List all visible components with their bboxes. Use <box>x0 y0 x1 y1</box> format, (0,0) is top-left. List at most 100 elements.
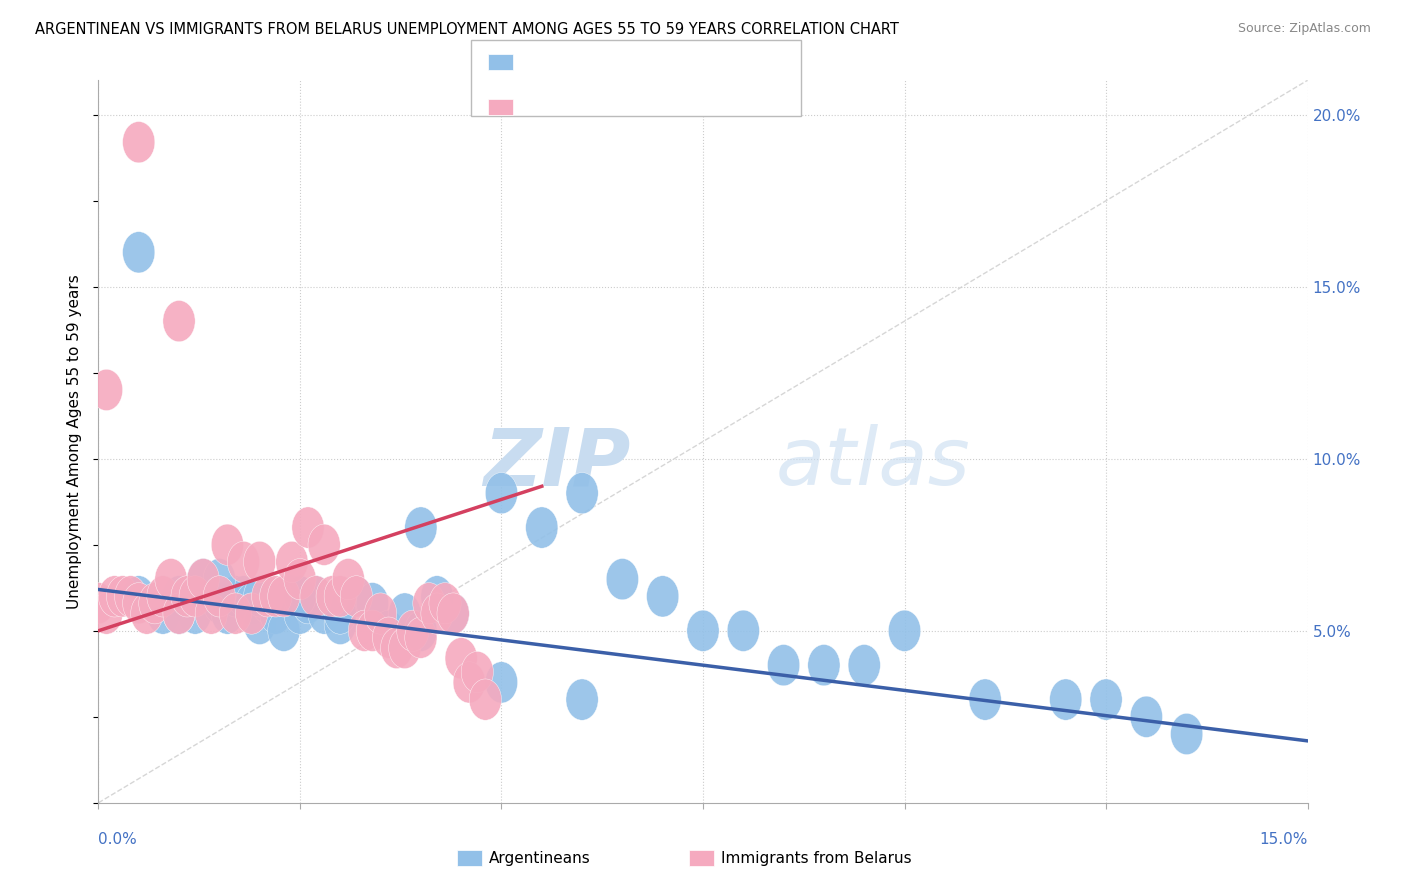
Ellipse shape <box>163 575 195 617</box>
Ellipse shape <box>243 541 276 582</box>
Ellipse shape <box>567 473 598 514</box>
Text: 52: 52 <box>644 100 665 114</box>
Text: Argentineans: Argentineans <box>489 851 591 865</box>
Ellipse shape <box>969 679 1001 720</box>
Ellipse shape <box>179 575 211 617</box>
Ellipse shape <box>325 593 356 634</box>
Ellipse shape <box>172 575 204 617</box>
Text: N =: N = <box>605 55 648 70</box>
Ellipse shape <box>299 575 332 617</box>
Ellipse shape <box>373 610 405 651</box>
Ellipse shape <box>461 651 494 693</box>
Ellipse shape <box>122 582 155 624</box>
Ellipse shape <box>325 575 356 617</box>
Ellipse shape <box>260 593 292 634</box>
Ellipse shape <box>437 593 470 634</box>
Ellipse shape <box>284 593 316 634</box>
Ellipse shape <box>405 507 437 549</box>
Text: R =: R = <box>523 55 557 70</box>
Ellipse shape <box>405 610 437 651</box>
Ellipse shape <box>122 232 155 273</box>
Ellipse shape <box>122 575 155 617</box>
Ellipse shape <box>163 593 195 634</box>
Ellipse shape <box>485 662 517 703</box>
Text: 15.0%: 15.0% <box>1260 832 1308 847</box>
Ellipse shape <box>413 582 446 624</box>
Ellipse shape <box>211 593 243 634</box>
Ellipse shape <box>340 575 373 617</box>
Ellipse shape <box>1050 679 1081 720</box>
Ellipse shape <box>388 593 420 634</box>
Ellipse shape <box>340 575 373 617</box>
Text: atlas: atlas <box>776 425 970 502</box>
Ellipse shape <box>276 575 308 617</box>
Text: ZIP: ZIP <box>484 425 630 502</box>
Ellipse shape <box>187 558 219 599</box>
Ellipse shape <box>1171 714 1202 755</box>
Ellipse shape <box>420 593 453 634</box>
Ellipse shape <box>252 582 284 624</box>
Ellipse shape <box>284 558 316 599</box>
Ellipse shape <box>437 593 470 634</box>
Ellipse shape <box>647 575 679 617</box>
Text: Source: ZipAtlas.com: Source: ZipAtlas.com <box>1237 22 1371 36</box>
Ellipse shape <box>470 679 502 720</box>
Ellipse shape <box>768 645 800 686</box>
Ellipse shape <box>219 593 252 634</box>
Ellipse shape <box>299 575 332 617</box>
Ellipse shape <box>187 558 219 599</box>
Ellipse shape <box>252 575 284 617</box>
Ellipse shape <box>316 575 349 617</box>
Ellipse shape <box>267 575 299 617</box>
Text: R =: R = <box>523 100 557 114</box>
Ellipse shape <box>98 575 131 617</box>
Text: 0.0%: 0.0% <box>98 832 138 847</box>
Ellipse shape <box>243 575 276 617</box>
Ellipse shape <box>381 627 413 669</box>
Ellipse shape <box>260 575 292 617</box>
Ellipse shape <box>276 541 308 582</box>
Ellipse shape <box>485 473 517 514</box>
Ellipse shape <box>219 575 252 617</box>
Y-axis label: Unemployment Among Ages 55 to 59 years: Unemployment Among Ages 55 to 59 years <box>67 274 83 609</box>
Ellipse shape <box>356 582 388 624</box>
Ellipse shape <box>332 558 364 599</box>
Ellipse shape <box>396 610 429 651</box>
Ellipse shape <box>284 575 316 617</box>
Ellipse shape <box>114 575 146 617</box>
Ellipse shape <box>131 593 163 634</box>
Ellipse shape <box>243 603 276 645</box>
Ellipse shape <box>90 369 122 410</box>
Text: -0.260: -0.260 <box>555 55 610 70</box>
Ellipse shape <box>308 593 340 634</box>
Text: ARGENTINEAN VS IMMIGRANTS FROM BELARUS UNEMPLOYMENT AMONG AGES 55 TO 59 YEARS CO: ARGENTINEAN VS IMMIGRANTS FROM BELARUS U… <box>35 22 898 37</box>
Ellipse shape <box>235 582 267 624</box>
Text: N =: N = <box>605 100 648 114</box>
Ellipse shape <box>1090 679 1122 720</box>
Ellipse shape <box>155 558 187 599</box>
Ellipse shape <box>453 662 485 703</box>
Ellipse shape <box>146 575 179 617</box>
Ellipse shape <box>889 610 921 651</box>
Ellipse shape <box>1130 696 1163 738</box>
Ellipse shape <box>446 638 477 679</box>
Ellipse shape <box>606 558 638 599</box>
Ellipse shape <box>228 575 260 617</box>
Ellipse shape <box>405 617 437 658</box>
Ellipse shape <box>139 582 172 624</box>
Ellipse shape <box>567 679 598 720</box>
Ellipse shape <box>204 582 235 624</box>
Ellipse shape <box>526 507 558 549</box>
Ellipse shape <box>308 524 340 566</box>
Ellipse shape <box>420 575 453 617</box>
Text: 0.229: 0.229 <box>555 100 609 114</box>
Ellipse shape <box>204 558 235 599</box>
Ellipse shape <box>388 627 420 669</box>
Ellipse shape <box>349 610 381 651</box>
Ellipse shape <box>364 593 396 634</box>
Ellipse shape <box>122 121 155 163</box>
Ellipse shape <box>83 582 114 624</box>
Ellipse shape <box>292 507 325 549</box>
Ellipse shape <box>211 524 243 566</box>
Ellipse shape <box>292 582 325 624</box>
